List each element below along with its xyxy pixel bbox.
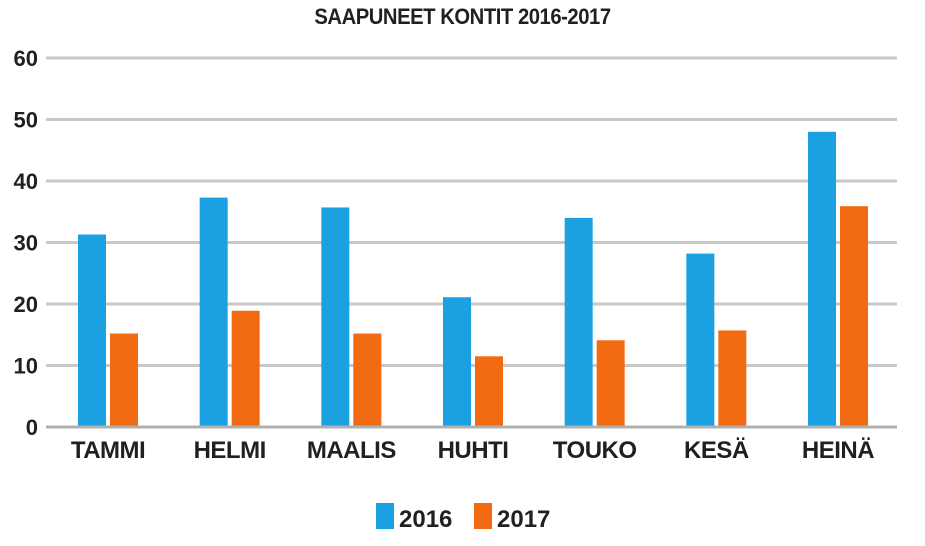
bar-2016-tammi (78, 234, 106, 427)
bar-2016-helmi (199, 197, 228, 427)
chart-title: SAAPUNEET KONTIT 2016-2017 (314, 4, 611, 29)
x-tick-label: TAMMI (71, 437, 145, 464)
bar-2017-tammi (110, 333, 138, 427)
bars (78, 131, 868, 428)
x-tick-label: HEINÄ (802, 437, 874, 464)
bar-2016-maalis (321, 207, 350, 427)
x-tick-label: KESÄ (684, 437, 749, 464)
x-tick-label: TOUKO (553, 437, 637, 464)
bar-2017-touko (596, 340, 625, 427)
bar-2016-heinä (808, 131, 836, 428)
bar-2017-heinä (840, 206, 868, 427)
legend: 2016 2017 (376, 503, 550, 533)
y-tick-label: 60 (14, 46, 38, 71)
bar-2016-huhti (443, 297, 471, 427)
y-axis-ticks: 0 10 20 30 40 50 60 (14, 46, 38, 440)
legend-swatch-2017 (474, 503, 492, 529)
y-tick-label: 20 (14, 292, 38, 317)
bar-2017-maalis (353, 333, 382, 427)
gridlines (46, 56, 897, 367)
y-tick-label: 0 (26, 415, 38, 440)
bar-2016-touko (564, 217, 593, 427)
x-tick-label: MAALIS (307, 437, 396, 464)
x-tick-label: HELMI (194, 437, 266, 464)
bar-2017-huhti (475, 356, 503, 427)
x-axis-labels: TAMMI HELMI MAALIS HUHTI TOUKO KESÄ HEINÄ (71, 437, 875, 464)
bar-2017-helmi (231, 310, 260, 427)
bar-2017-kesä (718, 330, 747, 427)
y-tick-label: 50 (14, 108, 38, 133)
y-tick-label: 30 (14, 231, 38, 256)
y-tick-label: 40 (14, 169, 38, 194)
bar-2016-kesä (686, 253, 715, 427)
legend-label-2016: 2016 (399, 506, 452, 533)
legend-label-2017: 2017 (497, 506, 550, 533)
x-tick-label: HUHTI (438, 437, 509, 464)
y-tick-label: 10 (14, 354, 38, 379)
legend-swatch-2016 (376, 503, 394, 529)
